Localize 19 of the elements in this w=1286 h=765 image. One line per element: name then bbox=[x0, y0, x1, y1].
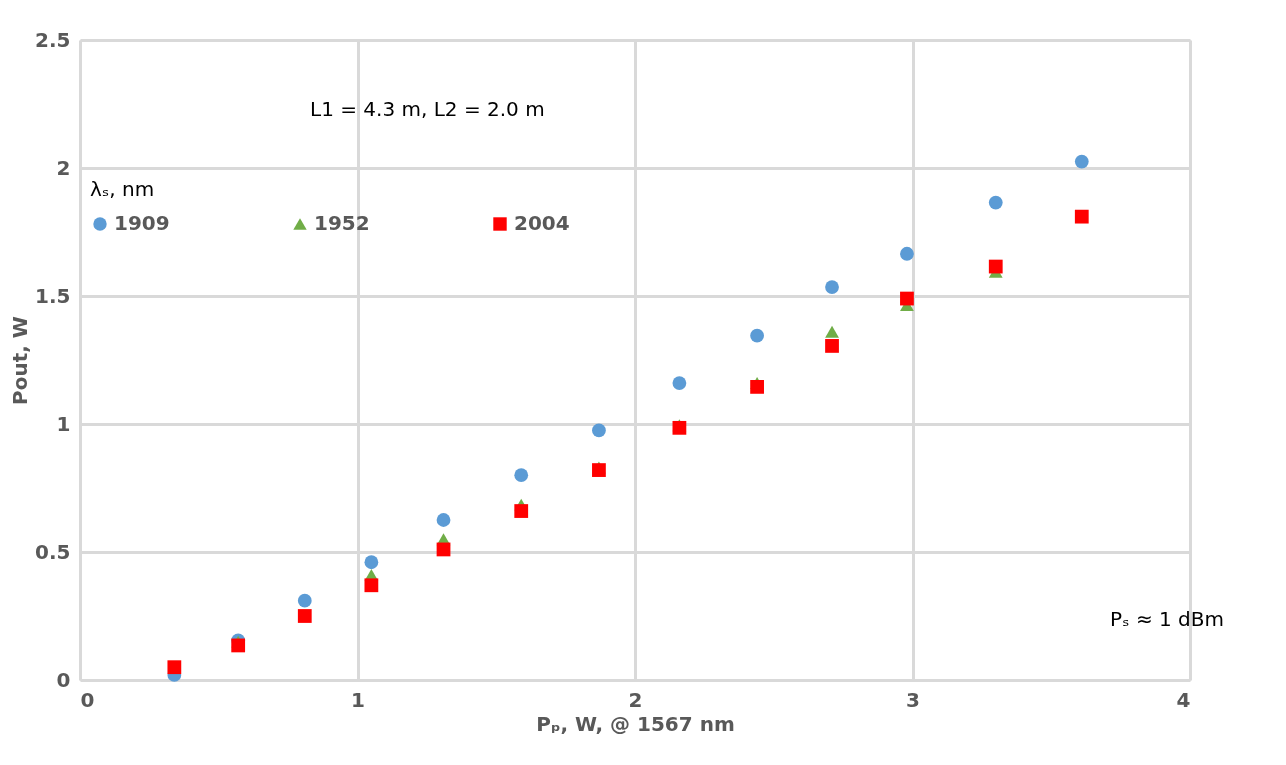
y-tick-label: 0.5 bbox=[35, 539, 71, 564]
x-tick-label: 3 bbox=[906, 687, 920, 712]
annotation: L1 = 4.3 m, L2 = 2.0 m bbox=[310, 97, 545, 121]
y-tick-label: 2 bbox=[56, 155, 71, 180]
annotation: Pₛ ≈ 1 dBm bbox=[1110, 607, 1224, 631]
x-tick-label: 1 bbox=[351, 687, 365, 712]
legend-label: 1909 bbox=[114, 211, 170, 235]
x-tick-label: 4 bbox=[1176, 687, 1191, 712]
legend-label: 1952 bbox=[314, 211, 370, 235]
y-axis-title: Pout, W bbox=[8, 316, 33, 405]
y-tick-label: 2.5 bbox=[35, 27, 71, 52]
y-tick-label: 0 bbox=[56, 667, 71, 692]
x-tick-label: 2 bbox=[628, 687, 643, 712]
y-tick-label: 1.5 bbox=[35, 283, 71, 308]
legend-title: λₛ, nm bbox=[90, 177, 155, 201]
x-tick-label: 0 bbox=[80, 687, 95, 712]
legend-label: 2004 bbox=[514, 211, 570, 235]
y-tick-label: 1 bbox=[56, 411, 71, 436]
x-axis-title: Pₚ, W, @ 1567 nm bbox=[536, 711, 735, 736]
